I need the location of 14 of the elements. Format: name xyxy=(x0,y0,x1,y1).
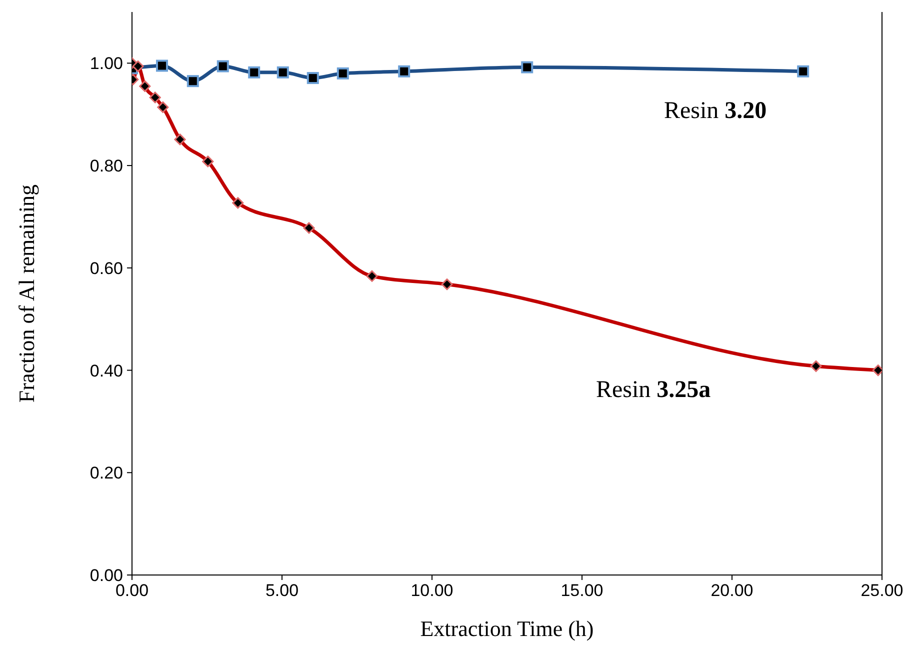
x-tick-label: 25.00 xyxy=(860,581,904,600)
y-tick-label: 1.00 xyxy=(90,54,123,74)
y-tick-label: 0.40 xyxy=(90,361,123,380)
series-label: Resin 3.25a xyxy=(596,377,711,404)
y-tick-label: 0.60 xyxy=(90,258,123,278)
series-label: Resin 3.20 xyxy=(664,98,767,125)
x-axis-title: Extraction Time (h) xyxy=(420,616,594,641)
x-tick-label: 5.00 xyxy=(265,581,299,600)
x-tick-label: 10.00 xyxy=(410,581,454,600)
x-tick-label: 20.00 xyxy=(710,581,754,600)
x-tick-label: 15.00 xyxy=(560,581,604,600)
y-tick-label: 0.80 xyxy=(90,156,123,176)
y-tick-label: 0.20 xyxy=(90,464,123,483)
y-axis-title: Fraction of Al remaining xyxy=(14,184,39,403)
